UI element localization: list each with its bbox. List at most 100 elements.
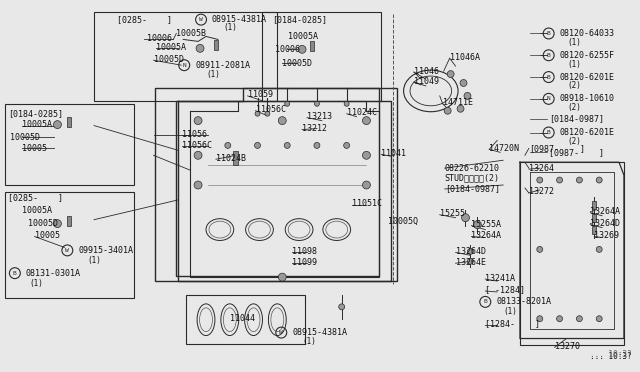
Circle shape xyxy=(194,181,202,189)
Circle shape xyxy=(457,105,464,112)
Text: 13264D: 13264D xyxy=(456,247,486,256)
Text: (1): (1) xyxy=(29,279,44,288)
Text: ]: ] xyxy=(550,144,585,153)
Text: 11098: 11098 xyxy=(292,247,317,256)
Text: B: B xyxy=(547,31,550,36)
Text: 13212: 13212 xyxy=(302,124,327,133)
Bar xyxy=(592,201,596,209)
Text: 13213: 13213 xyxy=(307,112,332,121)
Circle shape xyxy=(467,248,474,254)
Text: 08226-62210: 08226-62210 xyxy=(445,164,500,173)
Text: (1): (1) xyxy=(568,38,581,47)
Bar xyxy=(592,214,596,222)
Text: 09915-3401A: 09915-3401A xyxy=(78,246,133,255)
Text: 08120-6201E: 08120-6201E xyxy=(559,128,614,137)
Text: B: B xyxy=(547,130,550,135)
Text: N: N xyxy=(547,96,550,101)
Circle shape xyxy=(298,45,306,53)
Text: 10005A: 10005A xyxy=(157,43,186,52)
Circle shape xyxy=(557,177,563,183)
Text: [0184-0987]: [0184-0987] xyxy=(548,114,604,123)
Text: 15255A: 15255A xyxy=(472,220,501,229)
Text: 10005D: 10005D xyxy=(28,219,58,228)
Circle shape xyxy=(596,246,602,252)
Text: 08120-6201E: 08120-6201E xyxy=(559,73,614,81)
Bar xyxy=(520,162,624,346)
Text: [0184-0285]: [0184-0285] xyxy=(273,15,327,24)
Circle shape xyxy=(447,71,454,77)
Text: 11099: 11099 xyxy=(292,258,317,267)
Text: 13264A: 13264A xyxy=(590,207,620,216)
Text: 10005Q: 10005Q xyxy=(388,217,418,226)
Circle shape xyxy=(444,107,451,114)
Text: 14711E: 14711E xyxy=(443,98,473,107)
Circle shape xyxy=(339,304,345,310)
Circle shape xyxy=(362,117,371,125)
Circle shape xyxy=(314,142,320,148)
Circle shape xyxy=(464,92,471,99)
Text: 10005A: 10005A xyxy=(22,120,52,129)
Circle shape xyxy=(362,151,371,159)
Text: 14720N: 14720N xyxy=(489,144,519,153)
Circle shape xyxy=(474,221,481,228)
Bar xyxy=(67,117,71,126)
Circle shape xyxy=(255,111,260,116)
Circle shape xyxy=(460,80,467,86)
Text: 10005: 10005 xyxy=(22,144,47,153)
Circle shape xyxy=(194,117,202,125)
Text: 10005A: 10005A xyxy=(288,32,318,41)
Text: 11046A: 11046A xyxy=(450,53,479,62)
Text: 10005D: 10005D xyxy=(10,133,40,142)
Text: 10005A: 10005A xyxy=(22,206,52,215)
Text: 11059: 11059 xyxy=(248,90,273,99)
Circle shape xyxy=(596,316,602,322)
Text: [1284-    ]: [1284- ] xyxy=(485,319,540,328)
Bar xyxy=(262,12,381,101)
Circle shape xyxy=(194,151,202,159)
Bar xyxy=(176,101,380,276)
Circle shape xyxy=(255,142,260,148)
Bar xyxy=(5,104,134,185)
Text: 08133-8201A: 08133-8201A xyxy=(496,297,551,307)
Circle shape xyxy=(362,181,371,189)
Text: [0184-0987]: [0184-0987] xyxy=(445,185,500,193)
Circle shape xyxy=(344,142,349,148)
Circle shape xyxy=(54,121,61,129)
Text: 08131-0301A: 08131-0301A xyxy=(26,269,81,278)
Text: 08915-4381A: 08915-4381A xyxy=(212,15,267,24)
Bar xyxy=(94,12,277,101)
Text: 13269: 13269 xyxy=(594,231,620,240)
Text: [ -1284]: [ -1284] xyxy=(485,285,525,295)
Text: [0987-: [0987- xyxy=(529,144,559,153)
Text: 11024B: 11024B xyxy=(216,154,246,163)
Circle shape xyxy=(225,142,231,148)
Text: 13264E: 13264E xyxy=(456,258,486,267)
Text: 08120-6255F: 08120-6255F xyxy=(559,51,614,60)
Text: 11049: 11049 xyxy=(414,77,439,86)
Text: W: W xyxy=(280,330,283,335)
Circle shape xyxy=(577,316,582,322)
Circle shape xyxy=(284,142,290,148)
Text: B: B xyxy=(547,53,550,58)
Text: 11051C: 11051C xyxy=(351,199,381,208)
Text: 10005D: 10005D xyxy=(154,55,184,64)
Circle shape xyxy=(461,214,470,222)
Circle shape xyxy=(196,44,204,52)
Circle shape xyxy=(285,101,290,106)
Text: (2): (2) xyxy=(568,137,581,146)
Text: ... 10:3?: ... 10:3? xyxy=(590,350,632,359)
Text: (1): (1) xyxy=(302,337,316,346)
Text: 13264D: 13264D xyxy=(590,219,620,228)
Text: 10005D: 10005D xyxy=(282,59,312,68)
Bar xyxy=(233,151,238,165)
Text: [0285-    ]: [0285- ] xyxy=(117,15,172,24)
Text: 13264: 13264 xyxy=(529,164,554,173)
Text: ... 10:3?: ... 10:3? xyxy=(590,352,632,361)
Bar xyxy=(592,225,596,234)
Circle shape xyxy=(344,101,349,106)
Bar xyxy=(186,295,305,344)
Text: 13272: 13272 xyxy=(529,187,554,196)
Text: [0285-    ]: [0285- ] xyxy=(8,193,63,202)
Circle shape xyxy=(537,246,543,252)
Circle shape xyxy=(265,111,270,116)
